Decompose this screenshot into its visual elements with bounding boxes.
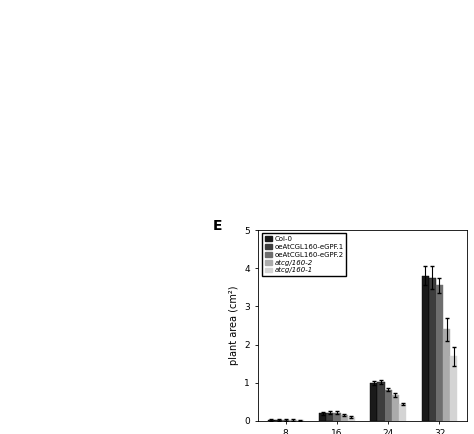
- Y-axis label: plant area (cm²): plant area (cm²): [228, 286, 239, 365]
- Bar: [275, 420, 282, 421]
- Bar: [384, 390, 392, 421]
- Bar: [297, 420, 304, 421]
- Bar: [421, 276, 428, 421]
- Bar: [399, 404, 406, 421]
- Bar: [319, 413, 326, 421]
- Bar: [450, 356, 457, 421]
- Bar: [341, 415, 348, 421]
- Bar: [326, 413, 333, 421]
- Bar: [377, 382, 384, 421]
- Legend: Col-0, oeAtCGL160-eGPF.1, oeAtCGL160-eGPF.2, atcg/160-2, atcg/160-1: Col-0, oeAtCGL160-eGPF.1, oeAtCGL160-eGP…: [262, 233, 346, 276]
- Bar: [348, 417, 355, 421]
- Bar: [428, 278, 436, 421]
- Bar: [289, 420, 297, 421]
- Bar: [392, 395, 399, 421]
- Text: E: E: [212, 219, 222, 233]
- Bar: [370, 383, 377, 421]
- Bar: [443, 329, 450, 421]
- Bar: [268, 420, 275, 421]
- Bar: [436, 286, 443, 421]
- Bar: [282, 420, 289, 421]
- Bar: [333, 413, 341, 421]
